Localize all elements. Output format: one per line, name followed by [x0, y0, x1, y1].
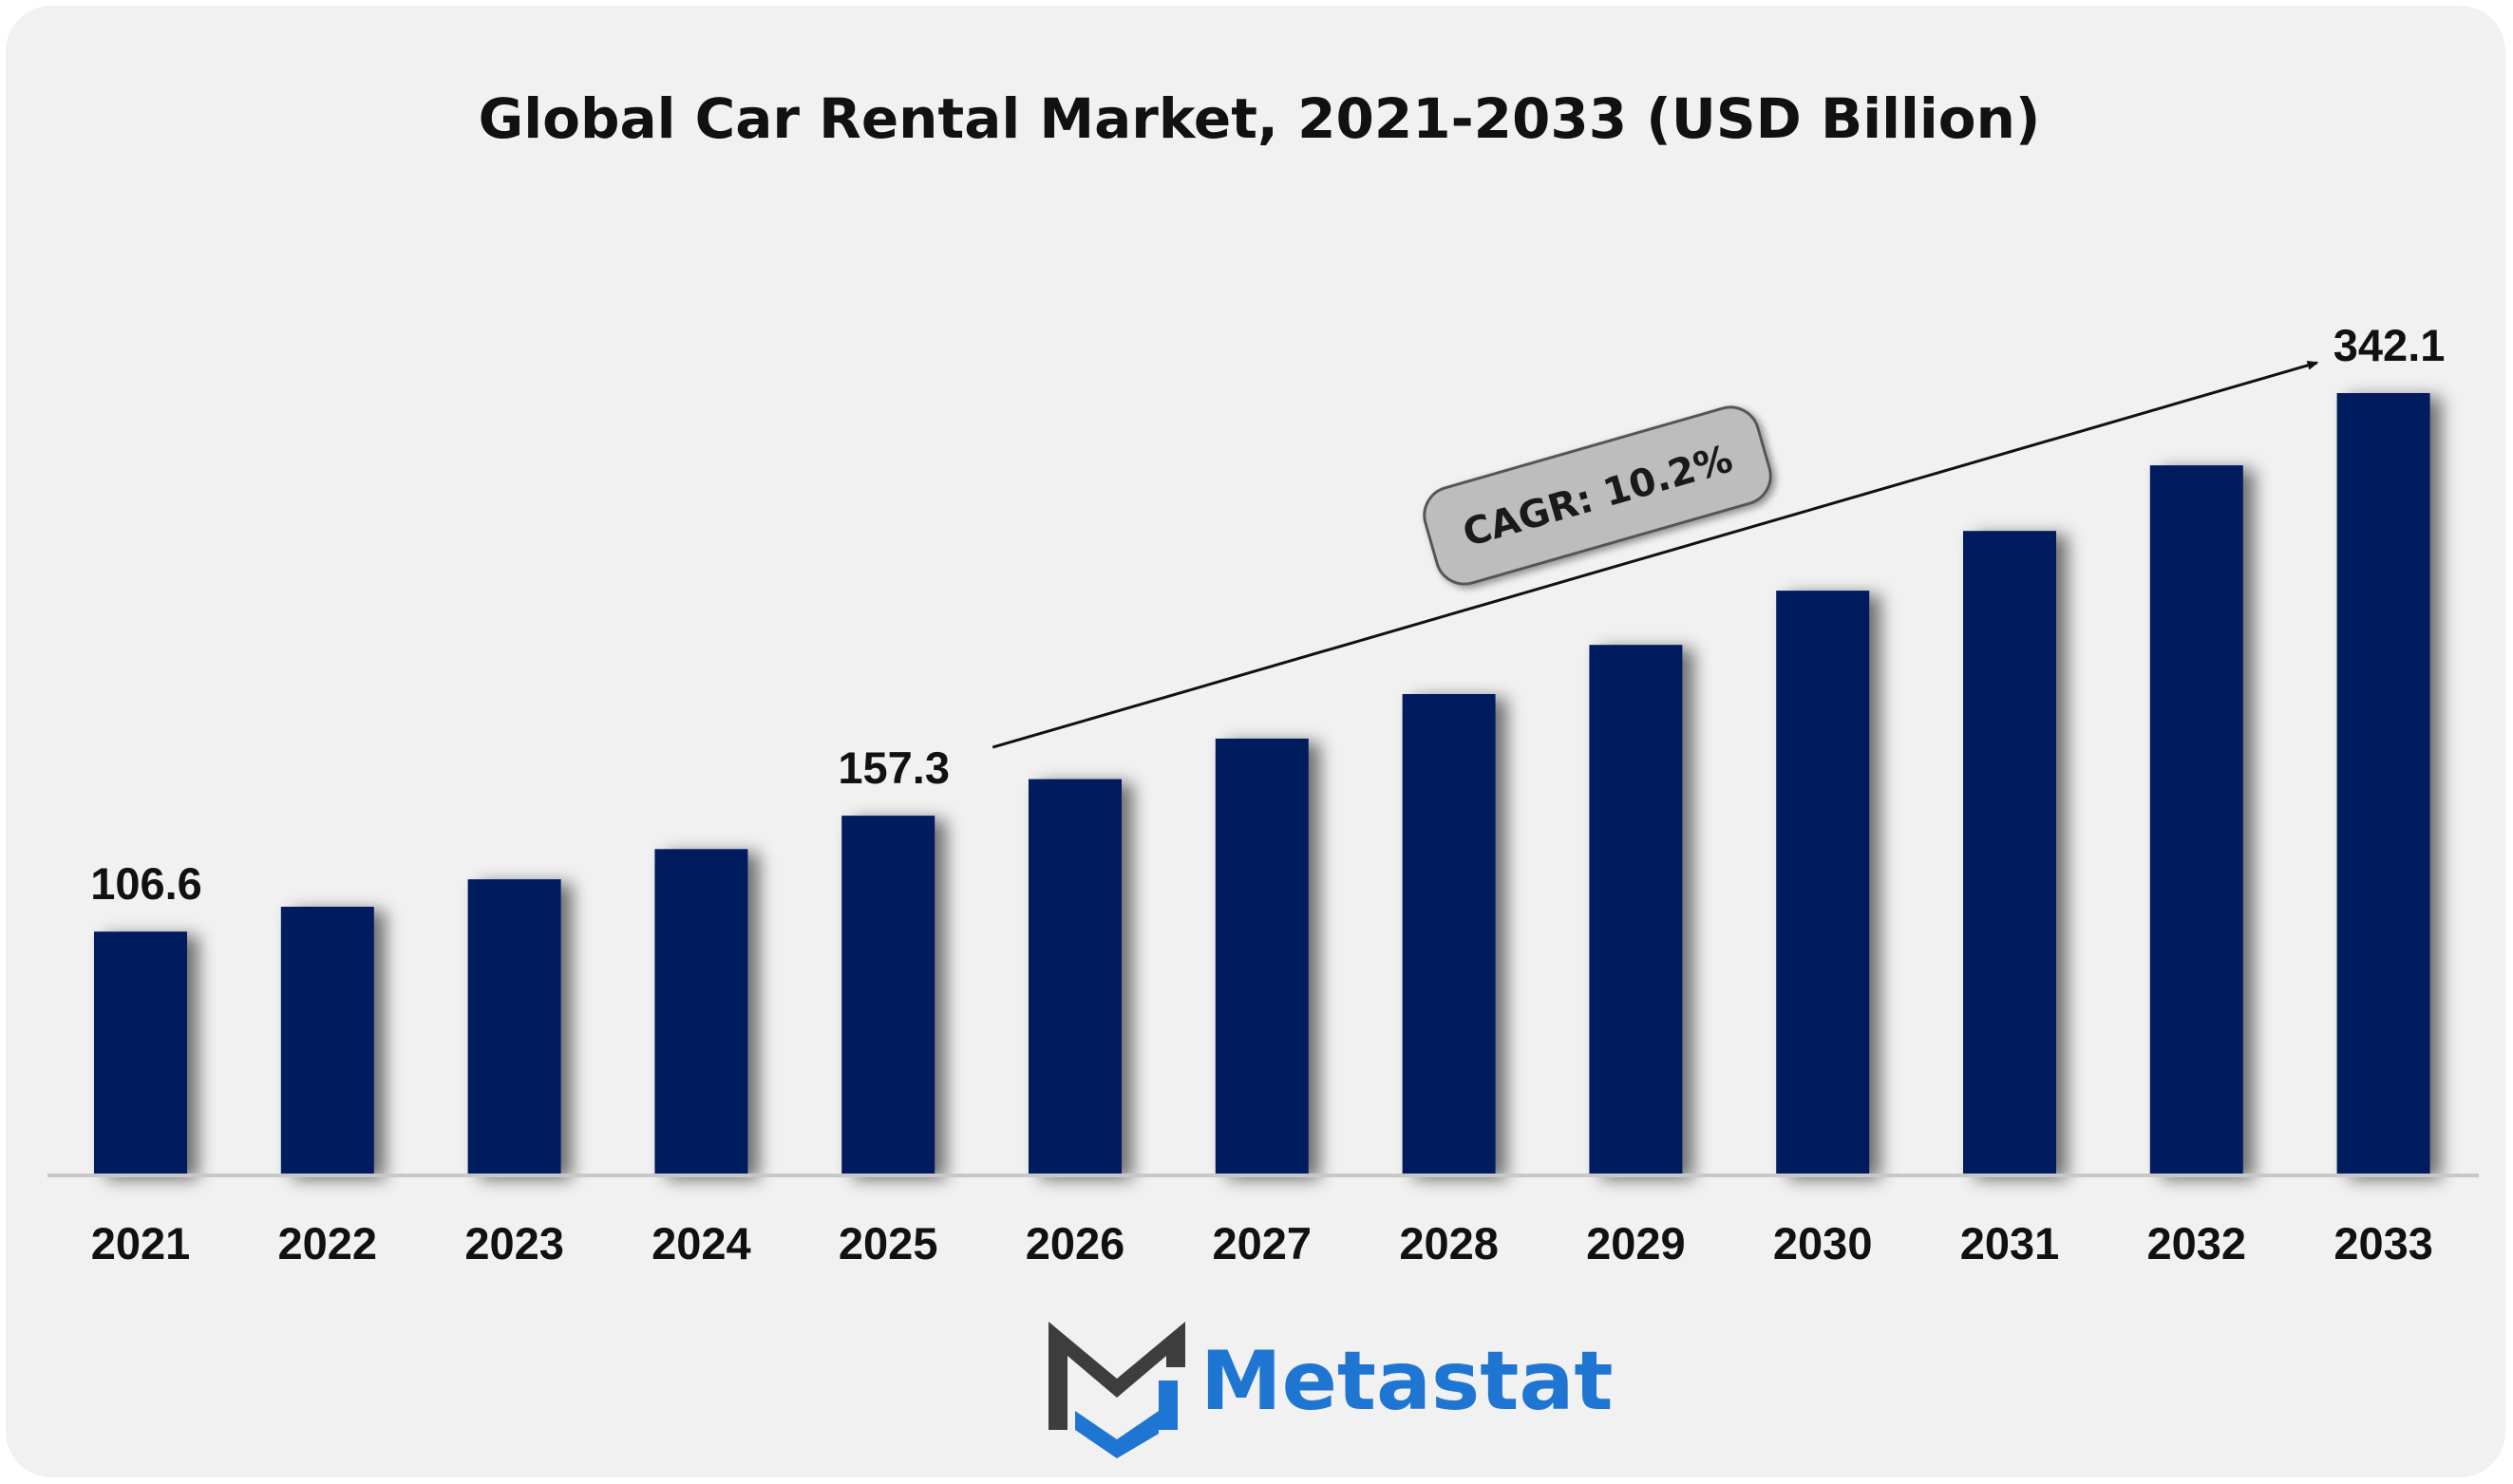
x-tick-label-2022: 2022: [278, 1218, 378, 1268]
bar-2032: [2149, 465, 2243, 1176]
x-tick-label-2027: 2027: [1213, 1218, 1313, 1268]
bar-2031: [1963, 531, 2056, 1175]
x-tick-label-2025: 2025: [839, 1218, 938, 1268]
data-label-2025: 157.3: [838, 742, 950, 793]
bar-2025: [841, 816, 935, 1175]
x-tick-label-2028: 2028: [1399, 1218, 1499, 1268]
x-axis-ticks: 2021 2022 2023 2024 2025 2026 2027 2028 2029 2030…: [91, 1218, 2433, 1268]
bar-2028: [1402, 694, 1496, 1175]
x-tick-label-2029: 2029: [1586, 1218, 1686, 1268]
data-label-2021: 106.6: [90, 858, 202, 909]
x-tick-label-2033: 2033: [2334, 1218, 2433, 1268]
x-tick-label-2026: 2026: [1026, 1218, 1125, 1268]
x-tick-label-2021: 2021: [91, 1218, 191, 1268]
brand-name: Metastat: [1200, 1334, 1614, 1429]
bar-2026: [1029, 779, 1122, 1175]
data-label-2033: 342.1: [2334, 320, 2446, 370]
x-tick-label-2030: 2030: [1773, 1218, 1873, 1268]
data-labels: 106.6 157.3 342.1: [90, 320, 2445, 909]
bar-2022: [280, 907, 374, 1175]
bar-2030: [1776, 591, 1870, 1175]
bar-2023: [467, 879, 561, 1175]
cagr-badge: CAGR: 10.2%: [1423, 405, 1772, 586]
x-tick-label-2024: 2024: [652, 1218, 751, 1268]
chart-title: Global Car Rental Market, 2021-2033 (USD…: [479, 86, 2041, 151]
cagr-arrow: [992, 360, 2319, 749]
bar-2029: [1589, 645, 1683, 1175]
metastat-logo-accent-icon: [1075, 1381, 1178, 1458]
bar-2024: [654, 849, 748, 1175]
brand-logo: Metastat: [1049, 1322, 1614, 1458]
cagr-badge-background: [1423, 405, 1772, 586]
metastat-logo-mark-icon: [1049, 1322, 1185, 1430]
x-tick-label-2031: 2031: [1960, 1218, 2060, 1268]
bar-2021: [94, 931, 187, 1175]
x-tick-label-2032: 2032: [2147, 1218, 2247, 1268]
x-tick-label-2023: 2023: [464, 1218, 564, 1268]
bar-2033: [2336, 393, 2430, 1175]
bar-2027: [1215, 738, 1309, 1175]
bars-group: [94, 393, 2430, 1176]
